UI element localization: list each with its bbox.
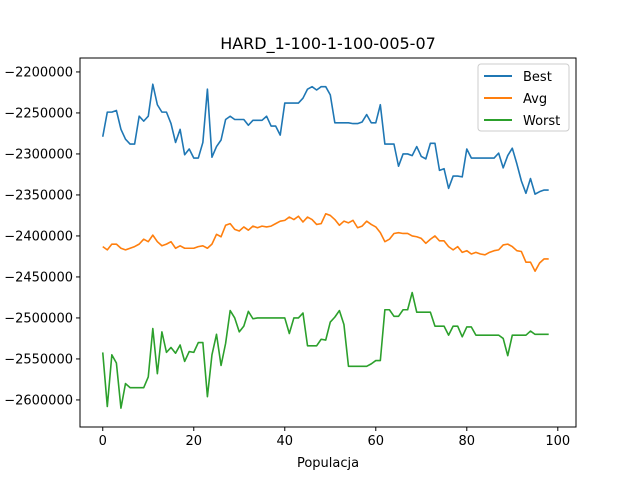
y-tick-label: −2550000 xyxy=(4,352,73,367)
y-tick-label: −2250000 xyxy=(4,106,73,121)
x-tick-label: 0 xyxy=(99,434,107,449)
legend-box xyxy=(477,63,570,132)
plot-frame xyxy=(79,57,577,428)
series-line-best xyxy=(101,83,549,195)
y-tick-label: −2500000 xyxy=(4,311,73,326)
plot-area xyxy=(101,83,549,409)
x-tick-label: 100 xyxy=(545,434,570,449)
y-axis: −2600000 −2550000 −2500000 −2450000 −2400000… xyxy=(4,65,80,408)
legend-label-worst: Worst xyxy=(523,114,560,129)
y-tick-label: −2600000 xyxy=(4,393,73,408)
y-tick-label: −2200000 xyxy=(4,65,73,80)
legend-label-best: Best xyxy=(523,70,552,85)
x-tick-label: 40 xyxy=(276,434,293,449)
x-tick-label: 20 xyxy=(185,434,202,449)
series-line-worst xyxy=(101,291,549,409)
series-line-avg xyxy=(102,213,549,273)
chart-title: HARD_1-100-1-100-005-07 xyxy=(220,34,436,54)
y-tick-label: −2300000 xyxy=(4,147,73,162)
x-axis: 0 20 40 60 80 100 xyxy=(99,427,570,449)
x-tick-label: 60 xyxy=(368,434,385,449)
x-axis-label: Populacja xyxy=(297,456,359,471)
legend: Best Avg Worst xyxy=(477,63,570,132)
y-tick-label: −2450000 xyxy=(4,270,73,285)
x-tick-label: 80 xyxy=(459,434,476,449)
legend-label-avg: Avg xyxy=(523,92,547,107)
y-tick-label: −2350000 xyxy=(4,188,73,203)
y-tick-label: −2400000 xyxy=(4,229,73,244)
